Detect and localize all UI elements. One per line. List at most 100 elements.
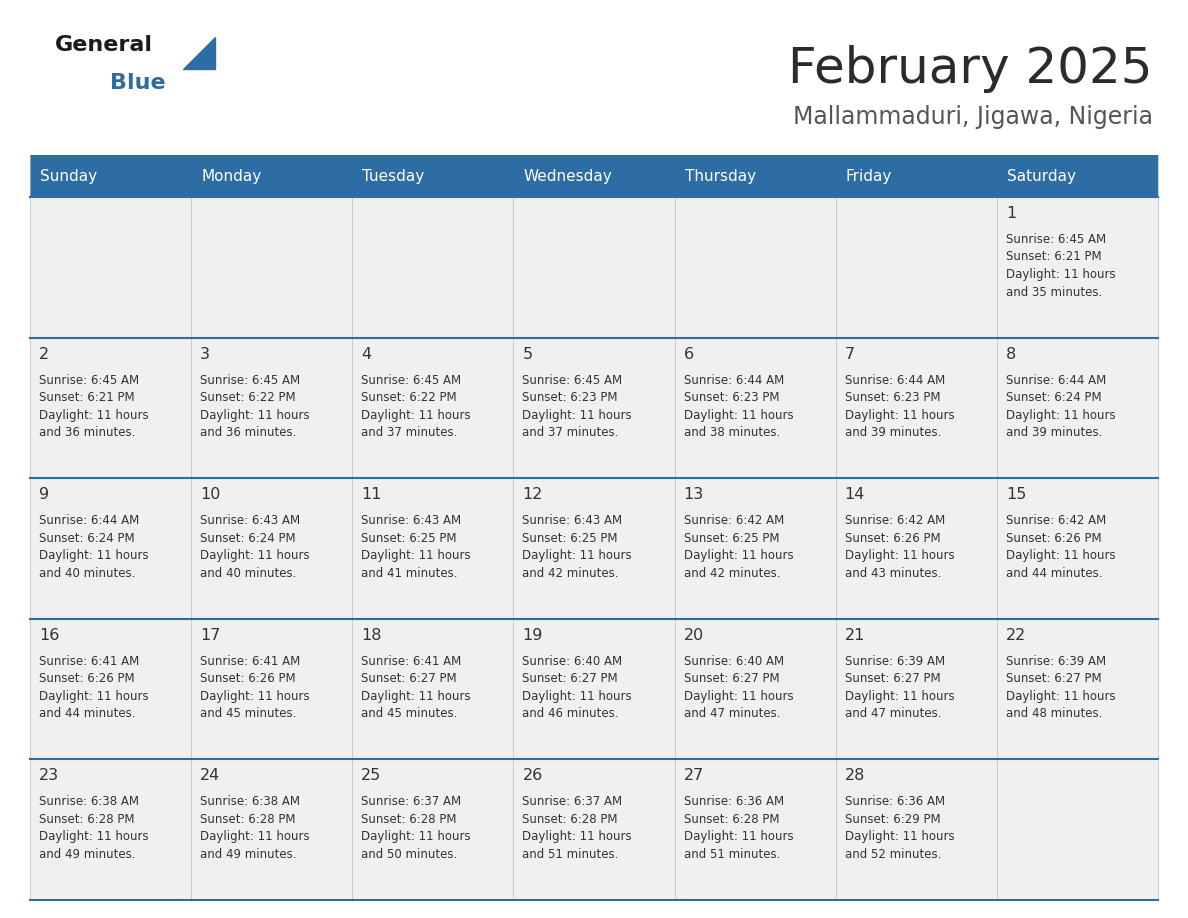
Bar [30, 759, 191, 900]
Text: Sunrise: 6:40 AM: Sunrise: 6:40 AM [523, 655, 623, 667]
Bar [513, 759, 675, 900]
Text: Daylight: 11 hours: Daylight: 11 hours [1006, 409, 1116, 421]
Text: Daylight: 11 hours: Daylight: 11 hours [845, 831, 954, 844]
Text: 14: 14 [845, 487, 865, 502]
Text: and 50 minutes.: and 50 minutes. [361, 848, 457, 861]
Text: Sunrise: 6:36 AM: Sunrise: 6:36 AM [683, 795, 784, 809]
Text: Daylight: 11 hours: Daylight: 11 hours [683, 831, 794, 844]
Text: Daylight: 11 hours: Daylight: 11 hours [361, 831, 470, 844]
Text: and 48 minutes.: and 48 minutes. [1006, 707, 1102, 721]
Text: Blue: Blue [110, 73, 165, 93]
Bar [835, 478, 997, 619]
Text: Sunrise: 6:45 AM: Sunrise: 6:45 AM [523, 374, 623, 386]
Text: Daylight: 11 hours: Daylight: 11 hours [523, 409, 632, 421]
Text: 10: 10 [200, 487, 221, 502]
Text: Sunset: 6:28 PM: Sunset: 6:28 PM [523, 813, 618, 826]
Text: Sunrise: 6:45 AM: Sunrise: 6:45 AM [39, 374, 139, 386]
Polygon shape [183, 37, 215, 69]
Text: Daylight: 11 hours: Daylight: 11 hours [845, 689, 954, 703]
Text: Monday: Monday [201, 169, 261, 184]
Text: Sunset: 6:27 PM: Sunset: 6:27 PM [361, 672, 457, 686]
Bar [30, 197, 191, 338]
Text: Sunset: 6:24 PM: Sunset: 6:24 PM [39, 532, 134, 544]
Text: and 37 minutes.: and 37 minutes. [361, 426, 457, 439]
Text: and 49 minutes.: and 49 minutes. [39, 848, 135, 861]
Text: Sunrise: 6:43 AM: Sunrise: 6:43 AM [523, 514, 623, 527]
Bar [513, 197, 675, 338]
Text: 17: 17 [200, 628, 221, 643]
Text: Sunset: 6:27 PM: Sunset: 6:27 PM [845, 672, 941, 686]
Bar [191, 478, 353, 619]
Bar [997, 478, 1158, 619]
Text: 3: 3 [200, 347, 210, 362]
Bar [675, 759, 835, 900]
Text: Friday: Friday [846, 169, 892, 184]
Text: 7: 7 [845, 347, 855, 362]
Text: Sunrise: 6:37 AM: Sunrise: 6:37 AM [361, 795, 461, 809]
Text: and 52 minutes.: and 52 minutes. [845, 848, 941, 861]
Text: Mallammaduri, Jigawa, Nigeria: Mallammaduri, Jigawa, Nigeria [794, 105, 1154, 129]
Bar [353, 478, 513, 619]
Text: and 47 minutes.: and 47 minutes. [845, 707, 941, 721]
Text: Sunset: 6:25 PM: Sunset: 6:25 PM [361, 532, 456, 544]
Text: Sunset: 6:26 PM: Sunset: 6:26 PM [39, 672, 134, 686]
Text: Sunset: 6:24 PM: Sunset: 6:24 PM [1006, 391, 1101, 404]
Text: 20: 20 [683, 628, 703, 643]
Bar [30, 338, 191, 478]
Text: and 43 minutes.: and 43 minutes. [845, 566, 941, 579]
Text: Daylight: 11 hours: Daylight: 11 hours [200, 831, 310, 844]
Text: Sunset: 6:22 PM: Sunset: 6:22 PM [361, 391, 457, 404]
Text: Sunrise: 6:44 AM: Sunrise: 6:44 AM [845, 374, 944, 386]
Text: and 49 minutes.: and 49 minutes. [200, 848, 297, 861]
Text: and 36 minutes.: and 36 minutes. [39, 426, 135, 439]
Text: Daylight: 11 hours: Daylight: 11 hours [200, 689, 310, 703]
Text: Sunrise: 6:37 AM: Sunrise: 6:37 AM [523, 795, 623, 809]
Text: Daylight: 11 hours: Daylight: 11 hours [523, 549, 632, 562]
Bar [835, 338, 997, 478]
Bar [835, 619, 997, 759]
Bar [513, 619, 675, 759]
Text: 11: 11 [361, 487, 381, 502]
Text: Daylight: 11 hours: Daylight: 11 hours [683, 689, 794, 703]
Text: Sunrise: 6:40 AM: Sunrise: 6:40 AM [683, 655, 784, 667]
Text: Sunrise: 6:42 AM: Sunrise: 6:42 AM [845, 514, 944, 527]
Text: Sunrise: 6:38 AM: Sunrise: 6:38 AM [39, 795, 139, 809]
Text: and 46 minutes.: and 46 minutes. [523, 707, 619, 721]
Text: Sunrise: 6:45 AM: Sunrise: 6:45 AM [1006, 233, 1106, 246]
Text: and 40 minutes.: and 40 minutes. [200, 566, 297, 579]
Text: and 42 minutes.: and 42 minutes. [523, 566, 619, 579]
Text: and 35 minutes.: and 35 minutes. [1006, 285, 1102, 298]
Bar [675, 197, 835, 338]
Text: Sunset: 6:22 PM: Sunset: 6:22 PM [200, 391, 296, 404]
Bar [675, 155, 835, 197]
Text: 1: 1 [1006, 206, 1016, 221]
Text: Daylight: 11 hours: Daylight: 11 hours [845, 549, 954, 562]
Text: and 44 minutes.: and 44 minutes. [1006, 566, 1102, 579]
Text: Sunset: 6:27 PM: Sunset: 6:27 PM [1006, 672, 1101, 686]
Text: Daylight: 11 hours: Daylight: 11 hours [1006, 689, 1116, 703]
Bar [675, 619, 835, 759]
Text: and 47 minutes.: and 47 minutes. [683, 707, 781, 721]
Text: Daylight: 11 hours: Daylight: 11 hours [39, 549, 148, 562]
Text: Sunset: 6:29 PM: Sunset: 6:29 PM [845, 813, 941, 826]
Text: Sunset: 6:21 PM: Sunset: 6:21 PM [1006, 251, 1101, 263]
Bar [513, 338, 675, 478]
Text: Sunset: 6:28 PM: Sunset: 6:28 PM [200, 813, 296, 826]
Text: 27: 27 [683, 768, 703, 783]
Text: Daylight: 11 hours: Daylight: 11 hours [1006, 549, 1116, 562]
Text: Sunrise: 6:44 AM: Sunrise: 6:44 AM [39, 514, 139, 527]
Text: 12: 12 [523, 487, 543, 502]
Text: 22: 22 [1006, 628, 1026, 643]
Text: 28: 28 [845, 768, 865, 783]
Text: and 41 minutes.: and 41 minutes. [361, 566, 457, 579]
Text: Sunrise: 6:42 AM: Sunrise: 6:42 AM [1006, 514, 1106, 527]
Text: Daylight: 11 hours: Daylight: 11 hours [361, 689, 470, 703]
Text: Sunrise: 6:45 AM: Sunrise: 6:45 AM [200, 374, 301, 386]
Bar [30, 155, 191, 197]
Text: and 39 minutes.: and 39 minutes. [1006, 426, 1102, 439]
Text: Sunrise: 6:39 AM: Sunrise: 6:39 AM [1006, 655, 1106, 667]
Text: and 40 minutes.: and 40 minutes. [39, 566, 135, 579]
Text: General: General [55, 35, 153, 55]
Text: 6: 6 [683, 347, 694, 362]
Text: Sunrise: 6:39 AM: Sunrise: 6:39 AM [845, 655, 944, 667]
